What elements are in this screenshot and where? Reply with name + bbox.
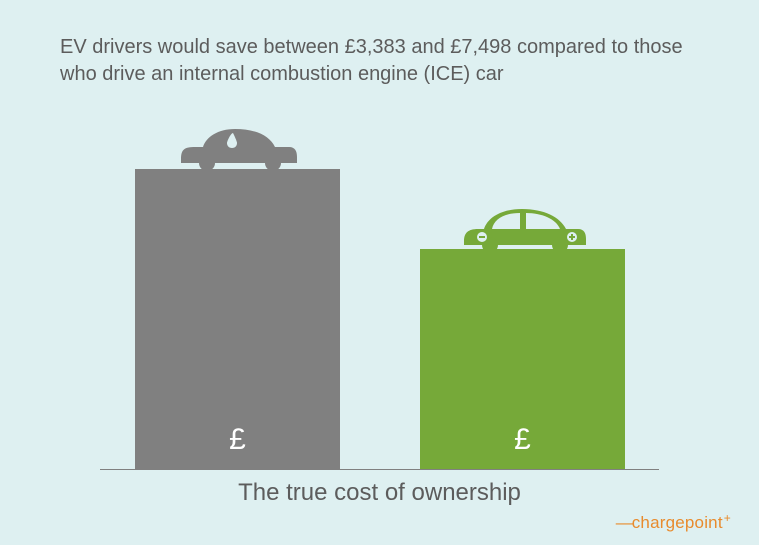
headline-text: EV drivers would save between £3,383 and… xyxy=(60,34,699,88)
brand-dash: — xyxy=(616,513,632,532)
bar-chart: £ £ xyxy=(100,110,659,470)
brand-t: t xyxy=(718,513,723,532)
headline-prefix: EV drivers would save between xyxy=(60,36,345,58)
bar-ev-symbol: £ xyxy=(514,423,531,457)
headline-mid: and xyxy=(406,36,450,58)
brand-plus-icon: + xyxy=(724,511,731,525)
car-ev-icon xyxy=(458,199,588,249)
infographic-canvas: EV drivers would save between £3,383 and… xyxy=(0,0,759,545)
brand-logo: —chargepoint+ xyxy=(616,513,731,533)
chart-title: The true cost of ownership xyxy=(0,479,759,507)
headline-amount-low: £3,383 xyxy=(345,36,406,58)
bar-ice: £ xyxy=(135,169,340,469)
chart-baseline xyxy=(100,469,659,470)
brand-text: chargepoin xyxy=(632,513,718,532)
bar-ice-symbol: £ xyxy=(229,423,246,457)
bar-ev: £ xyxy=(420,249,625,469)
car-ice-icon xyxy=(173,119,303,169)
headline-amount-high: £7,498 xyxy=(450,36,511,58)
